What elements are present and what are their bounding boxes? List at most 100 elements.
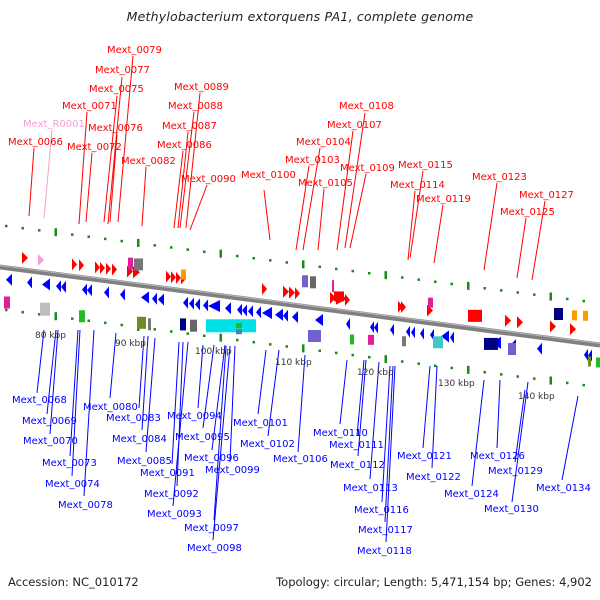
forward-gene-arrow: [262, 283, 267, 296]
gc-tick: [21, 226, 24, 230]
rna-gene-arrow: [38, 253, 44, 266]
reverse-gene-label[interactable]: Mext_0126: [470, 451, 525, 462]
gc-skew-ticks: [5, 224, 585, 387]
forward-gene-arrow: [22, 251, 28, 264]
forward-gene-label[interactable]: Mext_0127: [519, 190, 574, 201]
reverse-gene-label[interactable]: Mext_0080: [83, 402, 138, 413]
feature-box: [428, 297, 433, 308]
gc-tick: [5, 308, 8, 312]
reverse-gene-label[interactable]: Mext_0094: [167, 411, 222, 422]
forward-gene-label[interactable]: Mext_0109: [340, 163, 395, 174]
forward-gene-arrow: [330, 291, 336, 304]
forward-gene-label[interactable]: Mext_0075: [89, 84, 144, 95]
forward-gene-label[interactable]: Mext_0103: [285, 155, 340, 166]
feature-box: [181, 269, 186, 280]
reverse-gene-label[interactable]: Mext_0073: [42, 458, 97, 469]
reverse-gene-label[interactable]: Mext_0068: [12, 395, 67, 406]
forward-gene-label[interactable]: Mext_0114: [390, 180, 445, 191]
reverse-gene-label[interactable]: Mext_0099: [205, 465, 260, 476]
forward-gene-label[interactable]: Mext_0108: [339, 101, 394, 112]
reverse-label-line: [49, 329, 59, 435]
reverse-gene-label[interactable]: Mext_0093: [147, 509, 202, 520]
forward-gene-label[interactable]: Mext_0115: [398, 160, 453, 171]
forward-gene-label[interactable]: Mext_0087: [162, 121, 217, 132]
reverse-gene-label[interactable]: Mext_0112: [330, 460, 385, 471]
reverse-label-line: [229, 345, 236, 463]
reverse-gene-label[interactable]: Mext_0085: [117, 456, 172, 467]
forward-label-line: [85, 152, 93, 223]
forward-gene-label[interactable]: Mext_0079: [107, 45, 162, 56]
reverse-gene-label[interactable]: Mext_0070: [23, 436, 78, 447]
reverse-gene-label[interactable]: Mext_0069: [22, 416, 77, 427]
reverse-gene-label[interactable]: Mext_0117: [358, 525, 413, 536]
reverse-gene-label[interactable]: Mext_0118: [357, 546, 412, 557]
forward-label-line: [409, 170, 424, 259]
reverse-gene-label[interactable]: Mext_0096: [184, 453, 239, 464]
forward-gene-label[interactable]: Mext_R0001: [23, 119, 85, 130]
forward-gene-arrow: [289, 286, 295, 299]
gc-tick: [186, 332, 189, 335]
forward-gene-label[interactable]: Mext_0104: [296, 137, 351, 148]
reverse-label-line: [511, 381, 529, 503]
reverse-gene-label[interactable]: Mext_0124: [444, 489, 499, 500]
reverse-gene-arrow: [203, 299, 208, 312]
gc-tick: [549, 376, 552, 385]
genome-backbone: [0, 264, 600, 348]
forward-gene-label[interactable]: Mext_0107: [327, 120, 382, 131]
reverse-gene-label[interactable]: Mext_0102: [240, 439, 295, 450]
forward-gene-label[interactable]: Mext_0076: [88, 123, 143, 134]
reverse-gene-label[interactable]: Mext_0083: [106, 413, 161, 424]
reverse-label-line: [138, 335, 145, 409]
reverse-gene-label[interactable]: Mext_0084: [112, 434, 167, 445]
forward-gene-label[interactable]: Mext_0090: [181, 174, 236, 185]
feature-box: [137, 316, 146, 329]
reverse-gene-label[interactable]: Mext_0098: [187, 543, 242, 554]
reverse-gene-label[interactable]: Mext_0074: [45, 479, 100, 490]
gc-tick: [170, 330, 173, 333]
feature-box: [148, 318, 151, 331]
gc-tick: [483, 370, 486, 374]
reverse-gene-arrow: [441, 330, 449, 343]
forward-gene-label[interactable]: Mext_0123: [472, 172, 527, 183]
reverse-gene-label[interactable]: Mext_0091: [140, 468, 195, 479]
reverse-gene-label[interactable]: Mext_0134: [536, 483, 591, 494]
forward-gene-label[interactable]: Mext_0077: [95, 65, 150, 76]
reverse-gene-label[interactable]: Mext_0121: [397, 451, 452, 462]
forward-gene-arrow: [401, 301, 406, 314]
gc-tick: [71, 317, 74, 320]
feature-box: [236, 329, 242, 335]
reverse-gene-label[interactable]: Mext_0106: [273, 454, 328, 465]
reverse-gene-label[interactable]: Mext_0092: [144, 489, 199, 500]
forward-label-line: [483, 182, 498, 271]
reverse-gene-label[interactable]: Mext_0097: [184, 523, 239, 534]
forward-gene-label[interactable]: Mext_0088: [168, 101, 223, 112]
reverse-gene-arrow: [370, 321, 374, 334]
forward-gene-label[interactable]: Mext_0100: [241, 170, 296, 181]
gc-tick: [203, 250, 206, 254]
feature-box: [79, 310, 85, 323]
forward-gene-label[interactable]: Mext_0066: [8, 137, 63, 148]
reverse-gene-label[interactable]: Mext_0078: [58, 500, 113, 511]
forward-gene-label[interactable]: Mext_0072: [67, 142, 122, 153]
forward-gene-label[interactable]: Mext_0089: [174, 82, 229, 93]
reverse-gene-label[interactable]: Mext_0129: [488, 466, 543, 477]
reverse-gene-label[interactable]: Mext_0111: [329, 440, 384, 451]
forward-gene-arrow: [550, 320, 556, 333]
forward-label-line: [179, 111, 195, 229]
reverse-gene-label[interactable]: Mext_0101: [233, 418, 288, 429]
forward-gene-label[interactable]: Mext_0082: [121, 156, 176, 167]
reverse-gene-label[interactable]: Mext_0110: [313, 428, 368, 439]
forward-gene-label[interactable]: Mext_0125: [500, 207, 555, 218]
forward-gene-label[interactable]: Mext_0086: [157, 140, 212, 151]
reverse-gene-label[interactable]: Mext_0113: [343, 483, 398, 494]
reverse-label-line: [471, 379, 485, 487]
forward-gene-label[interactable]: Mext_0119: [416, 194, 471, 205]
reverse-gene-label[interactable]: Mext_0130: [484, 504, 539, 515]
forward-gene-label[interactable]: Mext_0105: [298, 178, 353, 189]
reverse-gene-label[interactable]: Mext_0095: [175, 432, 230, 443]
reverse-gene-arrow: [87, 284, 92, 297]
reverse-gene-label[interactable]: Mext_0122: [406, 472, 461, 483]
reverse-label-line: [357, 359, 367, 457]
reverse-gene-label[interactable]: Mext_0116: [354, 505, 409, 516]
forward-gene-label[interactable]: Mext_0071: [62, 101, 117, 112]
